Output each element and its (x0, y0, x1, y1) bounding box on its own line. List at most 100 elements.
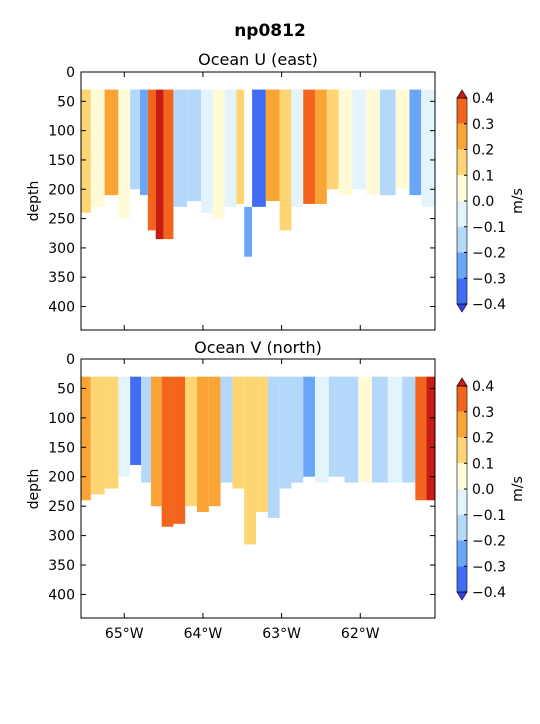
colorbar-tick-label: −0.3 (472, 559, 506, 575)
panel-u-ylabel: depth (26, 181, 42, 222)
contour-cell (409, 89, 422, 196)
colorbar-segment (457, 175, 467, 201)
panel-u: Ocean U (east) depth 0 50 100 150 200 250 300 3… (26, 50, 526, 331)
y-tick-label: 350 (48, 558, 75, 574)
x-tick-label: 63°W (262, 626, 301, 642)
contour-cell (236, 89, 245, 204)
y-tick-label: 150 (48, 440, 75, 456)
panel-v-colorbar-label: m/s (510, 476, 526, 502)
contour-cell (252, 89, 266, 207)
colorbar-tick-label: 0.0 (472, 194, 494, 210)
contour-cell (130, 376, 142, 465)
y-tick-label: 400 (48, 587, 75, 603)
colorbar-segment (457, 437, 467, 464)
panel-u-plot-area: 0 50 100 150 200 250 300 350 400 (48, 65, 436, 331)
contour-cell (151, 376, 162, 507)
contour-cell (163, 89, 174, 240)
contour-cell (173, 376, 186, 524)
contour-cell (90, 89, 105, 207)
colorbar-tick-label: −0.2 (472, 534, 506, 550)
colorbar-segment (457, 149, 467, 176)
colorbar-tick-label: −0.4 (472, 297, 506, 313)
y-tick-label: 0 (66, 352, 75, 368)
contour-cell (244, 206, 253, 257)
colorbar-tick-label: 0.1 (472, 456, 494, 472)
colorbar-tick-label: 0.1 (472, 168, 494, 184)
y-tick-label: 50 (57, 381, 75, 397)
contour-cell (185, 376, 198, 507)
plot-frame (80, 71, 436, 331)
colorbar-extend-min (456, 591, 468, 601)
colorbar-tick-label: −0.1 (472, 220, 506, 236)
contour-cell (197, 376, 209, 513)
y-tick-label: 250 (48, 499, 75, 515)
contour-cell (328, 376, 345, 477)
colorbar-segment (457, 514, 467, 541)
x-tick-label: 62°W (341, 626, 380, 642)
contour-cell (232, 376, 245, 489)
panel-v-title: Ocean V (north) (194, 338, 322, 357)
contour-cell (338, 89, 353, 196)
contour-cell (303, 376, 316, 477)
y-tick-label: 50 (57, 94, 75, 110)
colorbar-segment (457, 278, 467, 304)
colorbar-tick-label: −0.2 (472, 246, 506, 262)
y-tick-label: 0 (66, 65, 75, 81)
colorbar-segment (457, 98, 467, 124)
contour-cell (212, 89, 225, 219)
colorbar-extend-max (456, 377, 468, 387)
panel-u-colorbar: 0.4 0.3 0.2 0.1 0.0 −0.1 −0.2 −0.3 −0.4 (456, 89, 506, 313)
contour-cell (267, 376, 280, 518)
y-tick-label: 150 (48, 153, 75, 169)
x-tick-label: 65°W (105, 626, 144, 642)
panel-u-colorbar-label: m/s (510, 188, 526, 214)
contour-cell (81, 89, 91, 213)
contour-cell (303, 89, 316, 204)
contour-cell (104, 376, 119, 489)
contour-cell (358, 376, 373, 483)
contour-cell (173, 89, 188, 207)
y-tick-label: 300 (48, 529, 75, 545)
y-tick-label: 400 (48, 300, 75, 316)
colorbar-tick-label: −0.4 (472, 585, 506, 601)
contour-cell (187, 89, 201, 201)
y-tick-label: 250 (48, 212, 75, 228)
contour-cell (155, 89, 164, 240)
x-tick-label: 64°W (184, 626, 223, 642)
colorbar-tick-label: 0.4 (472, 91, 494, 107)
contour-cell (395, 89, 410, 190)
colorbar-tick-label: 0.4 (472, 379, 494, 395)
contour-cell (326, 89, 339, 190)
contour-cell (244, 376, 257, 545)
y-tick-label: 200 (48, 470, 75, 486)
contour-cell (265, 89, 280, 201)
contour-cell (200, 89, 213, 213)
colorbar-segment (457, 123, 467, 150)
panel-v-ylabel: depth (26, 469, 42, 510)
colorbar-tick-label: 0.3 (472, 117, 494, 133)
colorbar-tick-label: −0.3 (472, 271, 506, 287)
colorbar-extend-min (456, 303, 468, 313)
contour-cell (372, 376, 388, 483)
colorbar-segment (457, 386, 467, 412)
colorbar-segment (457, 201, 467, 227)
contour-cell (279, 89, 292, 231)
colorbar-tick-label: −0.1 (472, 508, 506, 524)
contour-cell (147, 89, 156, 231)
contour-cell (291, 376, 304, 483)
contour-cell (141, 376, 152, 483)
colorbar-tick-label: 0.0 (472, 482, 494, 498)
contour-cell (291, 89, 304, 207)
y-tick-label: 200 (48, 182, 75, 198)
contour-cell (90, 376, 105, 495)
contour-cell (140, 89, 148, 196)
colorbar-segment (457, 411, 467, 438)
contour-cell (415, 376, 427, 501)
colorbar-segment (457, 252, 467, 279)
contour-cell (208, 376, 221, 507)
contour-cell (256, 376, 268, 513)
contour-cell (426, 376, 435, 501)
colorbar-tick-label: 0.2 (472, 431, 494, 447)
